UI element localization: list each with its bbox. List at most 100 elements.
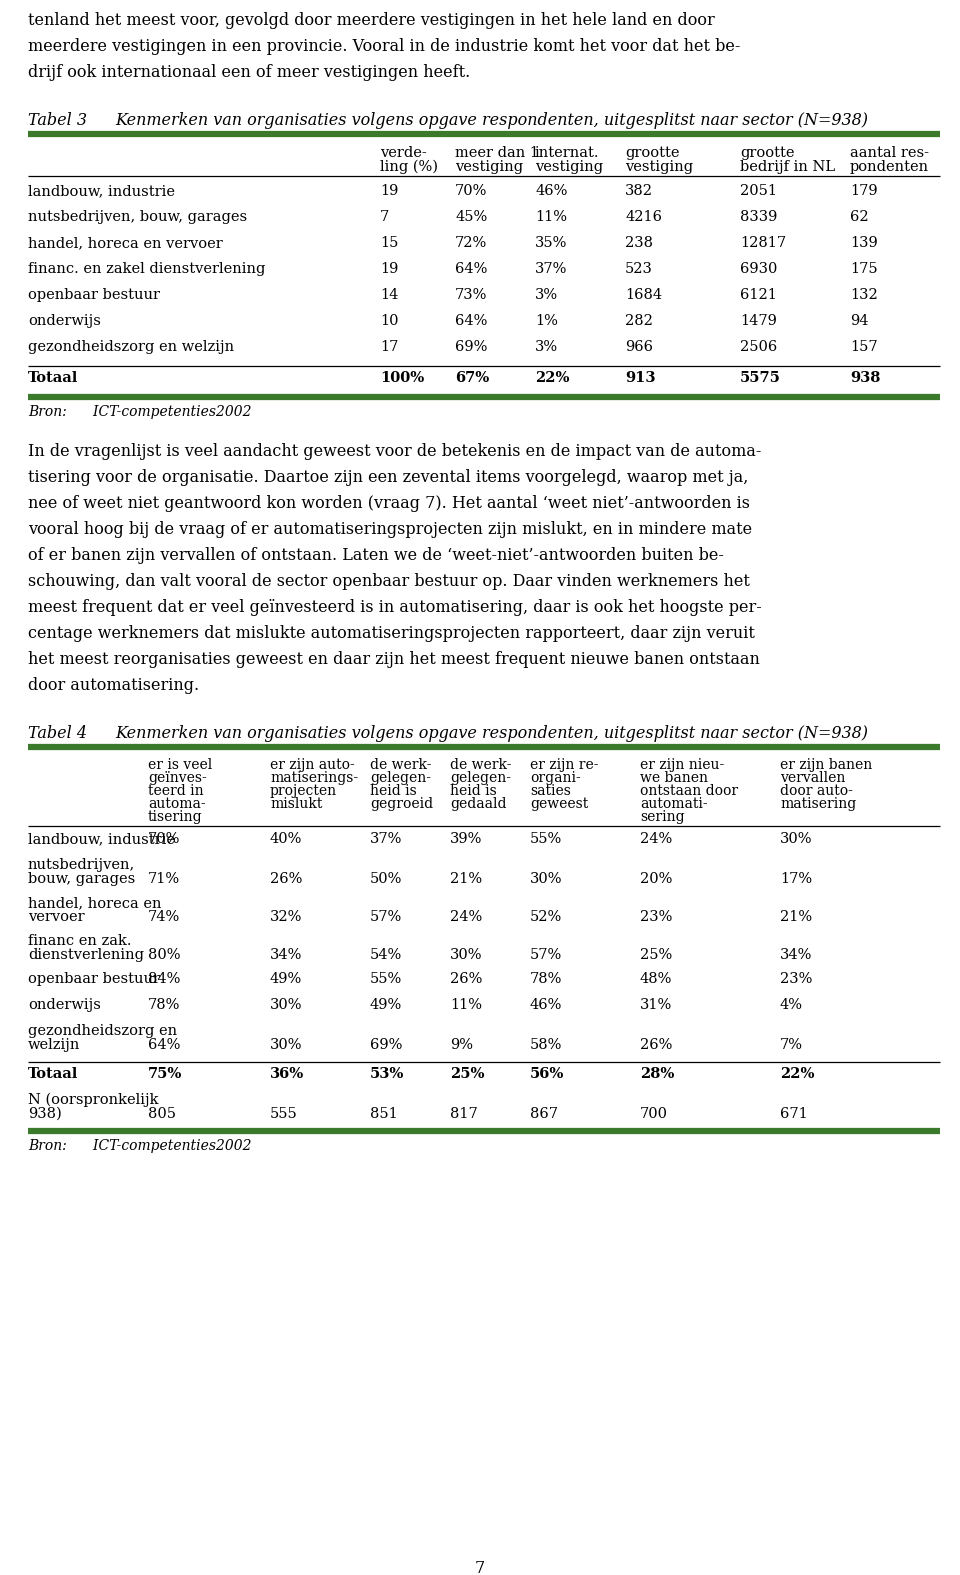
Text: 35%: 35%: [535, 236, 567, 250]
Text: 817: 817: [450, 1107, 478, 1121]
Text: heid is: heid is: [450, 784, 496, 799]
Text: 72%: 72%: [455, 236, 488, 250]
Text: 1%: 1%: [535, 313, 558, 328]
Text: 938): 938): [28, 1107, 61, 1121]
Text: Kenmerken van organisaties volgens opgave respondenten, uitgesplitst naar sector: Kenmerken van organisaties volgens opgav…: [115, 724, 868, 742]
Text: centage werknemers dat mislukte automatiseringsprojecten rapporteert, daar zijn : centage werknemers dat mislukte automati…: [28, 625, 755, 643]
Text: Kenmerken van organisaties volgens opgave respondenten, uitgesplitst naar sector: Kenmerken van organisaties volgens opgav…: [115, 112, 868, 129]
Text: 12817: 12817: [740, 236, 786, 250]
Text: In de vragenlijst is veel aandacht geweest voor de betekenis en de impact van de: In de vragenlijst is veel aandacht gewee…: [28, 443, 761, 460]
Text: teerd in: teerd in: [148, 784, 204, 799]
Text: meest frequent dat er veel geïnvesteerd is in automatisering, daar is ook het ho: meest frequent dat er veel geïnvesteerd …: [28, 598, 761, 616]
Text: 25%: 25%: [450, 1066, 485, 1080]
Text: 73%: 73%: [455, 288, 488, 302]
Text: 28%: 28%: [640, 1066, 674, 1080]
Text: vestiging: vestiging: [625, 161, 693, 173]
Text: 6121: 6121: [740, 288, 777, 302]
Text: 46%: 46%: [530, 999, 563, 1013]
Text: 175: 175: [850, 261, 877, 276]
Text: gezondheidszorg en welzijn: gezondheidszorg en welzijn: [28, 340, 234, 354]
Text: 179: 179: [850, 184, 877, 198]
Text: tenland het meest voor, gevolgd door meerdere vestigingen in het hele land en do: tenland het meest voor, gevolgd door mee…: [28, 13, 715, 28]
Text: er zijn auto-: er zijn auto-: [270, 758, 355, 772]
Text: gegroeid: gegroeid: [370, 797, 433, 811]
Text: 70%: 70%: [148, 832, 180, 846]
Text: er zijn re-: er zijn re-: [530, 758, 598, 772]
Text: matisering: matisering: [780, 797, 856, 811]
Text: Bron:      ICT-competenties2002: Bron: ICT-competenties2002: [28, 1139, 252, 1153]
Text: nutsbedrijven, bouw, garages: nutsbedrijven, bouw, garages: [28, 209, 247, 224]
Text: 48%: 48%: [640, 972, 672, 986]
Text: 30%: 30%: [530, 873, 563, 887]
Text: welzijn: welzijn: [28, 1038, 81, 1052]
Text: sering: sering: [640, 810, 684, 824]
Text: 80%: 80%: [148, 948, 180, 962]
Text: 46%: 46%: [535, 184, 567, 198]
Text: 22%: 22%: [780, 1066, 814, 1080]
Text: 37%: 37%: [370, 832, 402, 846]
Text: door auto-: door auto-: [780, 784, 852, 799]
Text: handel, horeca en: handel, horeca en: [28, 896, 161, 910]
Text: 70%: 70%: [455, 184, 488, 198]
Text: 39%: 39%: [450, 832, 482, 846]
Text: meerdere vestigingen in een provincie. Vooral in de industrie komt het voor dat : meerdere vestigingen in een provincie. V…: [28, 38, 740, 55]
Text: 45%: 45%: [455, 209, 488, 224]
Text: 7%: 7%: [780, 1038, 803, 1052]
Text: gelegen-: gelegen-: [370, 772, 431, 784]
Text: geïnves-: geïnves-: [148, 772, 206, 784]
Text: 19: 19: [380, 184, 398, 198]
Text: 19: 19: [380, 261, 398, 276]
Text: 11%: 11%: [450, 999, 482, 1013]
Text: Tabel 3: Tabel 3: [28, 112, 87, 129]
Text: 50%: 50%: [370, 873, 402, 887]
Text: bedrijf in NL: bedrijf in NL: [740, 161, 835, 173]
Text: matiserings-: matiserings-: [270, 772, 358, 784]
Text: 75%: 75%: [148, 1066, 182, 1080]
Text: aantal res-: aantal res-: [850, 146, 929, 161]
Text: 64%: 64%: [148, 1038, 180, 1052]
Text: 30%: 30%: [450, 948, 483, 962]
Text: 58%: 58%: [530, 1038, 563, 1052]
Text: internat.: internat.: [535, 146, 599, 161]
Text: 132: 132: [850, 288, 877, 302]
Text: dienstverlening: dienstverlening: [28, 948, 144, 962]
Text: openbaar bestuur: openbaar bestuur: [28, 972, 160, 986]
Text: Tabel 4: Tabel 4: [28, 724, 87, 742]
Text: gezondheidszorg en: gezondheidszorg en: [28, 1024, 178, 1038]
Text: openbaar bestuur: openbaar bestuur: [28, 288, 160, 302]
Text: 62: 62: [850, 209, 869, 224]
Text: 37%: 37%: [535, 261, 567, 276]
Text: er zijn banen: er zijn banen: [780, 758, 873, 772]
Text: 24%: 24%: [450, 910, 482, 925]
Text: 30%: 30%: [270, 999, 302, 1013]
Text: 30%: 30%: [780, 832, 812, 846]
Text: 5575: 5575: [740, 372, 780, 384]
Text: Totaal: Totaal: [28, 372, 79, 384]
Text: projecten: projecten: [270, 784, 337, 799]
Text: organi-: organi-: [530, 772, 581, 784]
Text: 36%: 36%: [270, 1066, 304, 1080]
Text: vestiging: vestiging: [535, 161, 603, 173]
Text: 53%: 53%: [370, 1066, 404, 1080]
Text: handel, horeca en vervoer: handel, horeca en vervoer: [28, 236, 223, 250]
Text: landbouw, industrie: landbouw, industrie: [28, 184, 175, 198]
Text: 1479: 1479: [740, 313, 777, 328]
Text: 15: 15: [380, 236, 398, 250]
Text: 23%: 23%: [780, 972, 812, 986]
Text: 867: 867: [530, 1107, 558, 1121]
Text: 2051: 2051: [740, 184, 777, 198]
Text: bouw, garages: bouw, garages: [28, 873, 135, 887]
Text: financ. en zakel dienstverlening: financ. en zakel dienstverlening: [28, 261, 265, 276]
Text: 8339: 8339: [740, 209, 778, 224]
Text: 100%: 100%: [380, 372, 424, 384]
Text: 238: 238: [625, 236, 653, 250]
Text: er is veel: er is veel: [148, 758, 212, 772]
Text: tisering: tisering: [148, 810, 203, 824]
Text: vestiging: vestiging: [455, 161, 523, 173]
Text: 1684: 1684: [625, 288, 662, 302]
Text: we banen: we banen: [640, 772, 708, 784]
Text: 21%: 21%: [450, 873, 482, 887]
Text: Totaal: Totaal: [28, 1066, 79, 1080]
Text: 2506: 2506: [740, 340, 778, 354]
Text: drijf ook internationaal een of meer vestigingen heeft.: drijf ook internationaal een of meer ves…: [28, 65, 470, 80]
